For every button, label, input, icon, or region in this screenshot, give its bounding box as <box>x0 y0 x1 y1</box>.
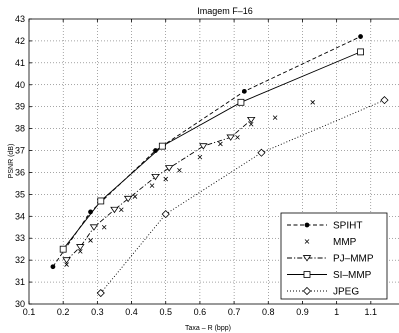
legend: SPIHT MMP PJ–MMP SI–MMP JPEG <box>280 212 388 300</box>
series <box>50 34 389 298</box>
legend-box <box>280 212 388 300</box>
data-point <box>272 115 278 120</box>
data-point <box>77 249 83 254</box>
legend-entry: SPIHT <box>287 221 362 232</box>
x-axis-label: Taxa – R (bpp) <box>185 325 231 332</box>
data-point <box>62 257 71 264</box>
data-point <box>59 245 67 253</box>
series-si-mmp <box>59 48 364 253</box>
legend-entry: PJ–MMP <box>287 254 374 265</box>
y-tick-label: 39 <box>15 102 25 112</box>
y-tick-label: 43 <box>15 14 25 24</box>
y-tick-label: 30 <box>15 299 25 309</box>
legend-label: MMP <box>333 237 357 248</box>
data-point <box>246 116 256 124</box>
data-point <box>97 197 105 205</box>
x-tick-label: 1.1 <box>365 307 378 317</box>
legend-marker <box>304 239 310 244</box>
x-tick-label: 0.3 <box>91 307 104 317</box>
y-tick-label: 35 <box>15 189 25 199</box>
series-jpeg <box>96 96 389 298</box>
legend-marker <box>302 255 312 262</box>
legend-marker <box>303 271 311 278</box>
x-tick-label: 0.5 <box>159 307 172 317</box>
series-mmp <box>64 100 315 267</box>
data-point <box>101 224 107 230</box>
data-point <box>257 148 266 157</box>
x-tick-label: 1 <box>334 307 339 317</box>
y-tick-label: 40 <box>15 80 25 90</box>
data-point <box>237 98 245 106</box>
y-tick-label: 31 <box>15 277 25 287</box>
y-tick-label: 37 <box>15 146 25 156</box>
data-point <box>76 244 85 251</box>
data-point <box>241 88 247 94</box>
axis-ticks: 0.10.20.30.40.50.60.70.80.911.11.2303132… <box>15 14 399 317</box>
data-point <box>123 195 133 203</box>
data-point <box>248 121 254 127</box>
data-point <box>89 224 99 231</box>
y-tick-label: 38 <box>15 124 25 134</box>
data-point <box>88 238 93 243</box>
data-point <box>132 194 138 199</box>
legend-entry: MMP <box>304 237 357 248</box>
x-tick-label: 0.6 <box>194 307 207 317</box>
data-point <box>50 264 56 270</box>
x-tick-label: 0.7 <box>228 307 241 317</box>
data-point <box>357 48 364 56</box>
data-point <box>110 206 119 214</box>
y-tick-label: 42 <box>15 36 25 46</box>
data-point <box>235 135 240 140</box>
data-point <box>96 288 105 298</box>
x-tick-label: 0.8 <box>262 307 275 317</box>
data-point <box>164 165 174 172</box>
legend-label: SI–MMP <box>333 270 372 281</box>
data-point <box>163 176 169 182</box>
data-point <box>177 167 182 173</box>
legend-label: PJ–MMP <box>333 254 374 265</box>
data-point <box>151 173 160 181</box>
data-point <box>158 142 166 150</box>
y-tick-label: 34 <box>15 211 25 221</box>
data-point <box>64 262 69 267</box>
legend-label: SPIHT <box>333 221 362 232</box>
series-line <box>66 119 252 261</box>
data-point <box>197 154 203 160</box>
chart-title: Imagem F–16 <box>197 6 253 16</box>
series-line <box>100 99 385 294</box>
data-point <box>119 207 124 213</box>
data-point <box>380 96 389 105</box>
x-tick-label: 0.9 <box>296 307 309 317</box>
data-point <box>149 183 155 188</box>
legend-marker <box>304 222 310 228</box>
x-tick-label: 0.1 <box>23 307 36 317</box>
data-point <box>358 34 363 39</box>
legend-label: JPEG <box>333 287 359 298</box>
data-point <box>161 210 170 219</box>
series-pj-mmp <box>62 116 256 264</box>
y-tick-label: 36 <box>15 167 25 177</box>
y-tick-label: 41 <box>15 58 25 68</box>
legend-entry: JPEG <box>287 287 359 298</box>
plot-frame <box>28 18 399 305</box>
data-point <box>226 134 235 141</box>
data-point <box>310 100 315 105</box>
data-point <box>218 141 223 147</box>
y-tick-label: 33 <box>15 233 25 243</box>
y-tick-label: 32 <box>15 255 25 265</box>
data-point <box>199 143 208 150</box>
legend-entry: SI–MMP <box>287 270 372 281</box>
legend-marker <box>302 286 312 296</box>
x-tick-label: 0.2 <box>57 307 70 317</box>
y-axis-label: PSNR (dB) <box>8 144 15 179</box>
x-tick-label: 0.4 <box>125 307 138 317</box>
